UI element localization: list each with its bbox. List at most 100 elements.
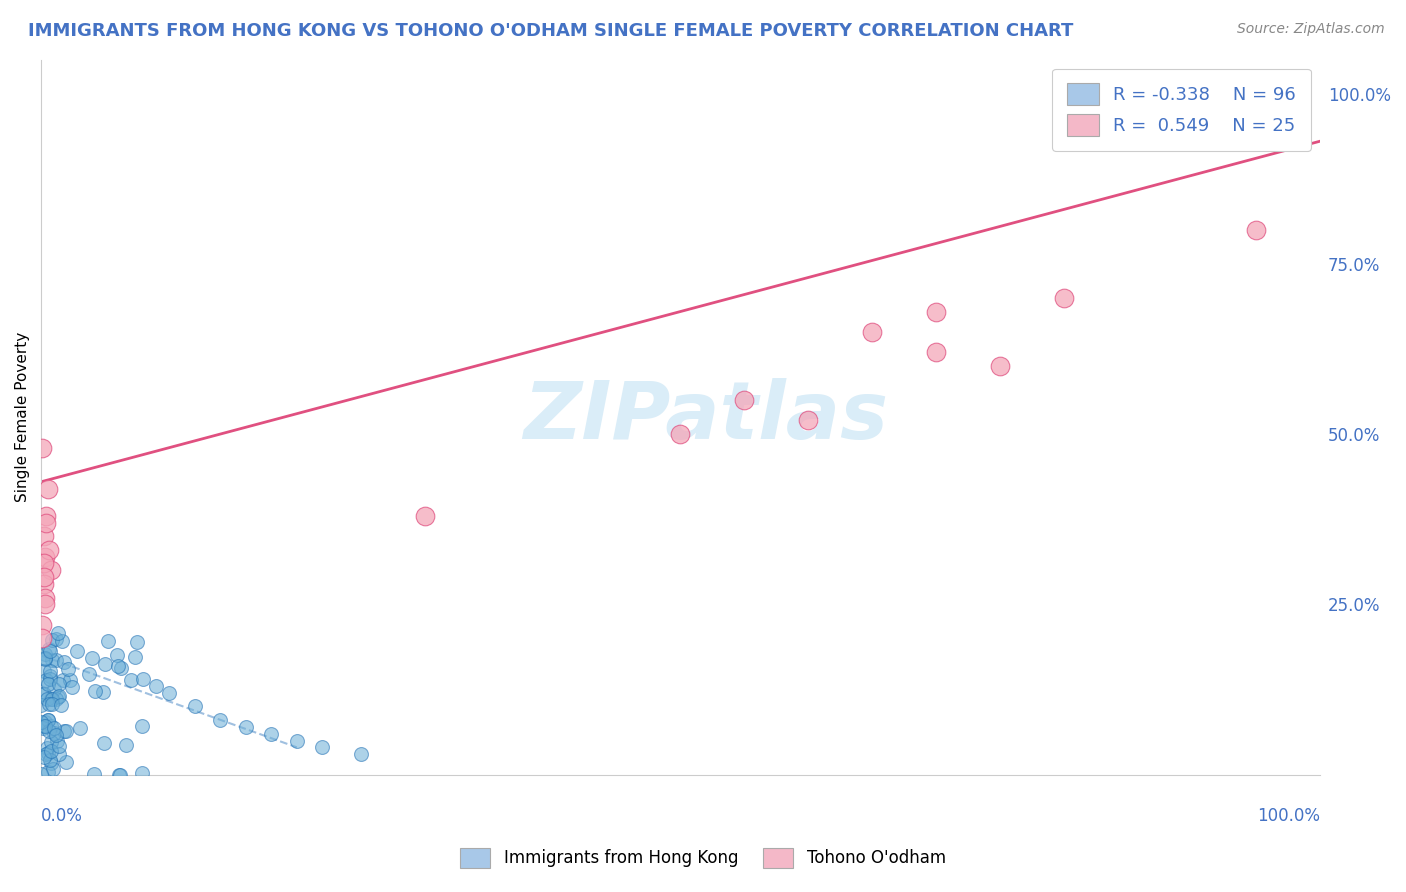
Text: 0.0%: 0.0% [41, 806, 83, 825]
Point [45, 632, 67, 646]
Point [45, 691, 67, 706]
Point [131, 766, 153, 780]
Point [34, 549, 56, 564]
Point [350, 747, 373, 761]
Point [52, 724, 75, 739]
Point [105, 648, 128, 662]
Point [31, 719, 53, 733]
Point [37, 765, 59, 780]
Point [669, 427, 692, 442]
Point [988, 359, 1011, 373]
Point [32, 721, 55, 735]
Point [39, 753, 62, 767]
Point [83, 767, 105, 781]
Text: 100.0%: 100.0% [1257, 806, 1320, 825]
Point [31, 617, 53, 632]
Point [39, 669, 62, 683]
Point [60, 680, 83, 694]
Point [38, 723, 60, 738]
Point [35, 516, 58, 530]
Point [69, 721, 91, 735]
Point [32, 529, 55, 543]
Text: Source: ZipAtlas.com: Source: ZipAtlas.com [1237, 22, 1385, 37]
Point [37, 482, 59, 496]
Point [110, 767, 132, 781]
Legend: R = -0.338    N = 96, R =  0.549    N = 25: R = -0.338 N = 96, R = 0.549 N = 25 [1052, 69, 1310, 151]
Point [34, 747, 56, 761]
Point [30, 715, 52, 730]
Point [51, 634, 73, 648]
Point [39, 644, 62, 658]
Point [797, 413, 820, 427]
Point [32, 577, 55, 591]
Point [183, 699, 205, 714]
Point [925, 345, 948, 359]
Point [34, 651, 56, 665]
Point [53, 655, 76, 669]
Point [37, 713, 59, 727]
Point [37, 677, 59, 691]
Point [34, 719, 56, 733]
Point [37, 746, 59, 760]
Point [83, 684, 105, 698]
Point [34, 598, 56, 612]
Point [131, 719, 153, 733]
Point [34, 673, 56, 687]
Point [39, 744, 62, 758]
Point [32, 570, 55, 584]
Point [31, 441, 53, 455]
Point [235, 720, 257, 734]
Point [39, 735, 62, 749]
Point [31, 687, 53, 701]
Point [48, 689, 70, 703]
Point [46, 690, 69, 704]
Point [93, 736, 115, 750]
Point [260, 727, 283, 741]
Point [42, 682, 65, 697]
Point [157, 686, 180, 700]
Point [34, 591, 56, 605]
Point [32, 557, 55, 571]
Point [125, 635, 148, 649]
Point [35, 692, 58, 706]
Point [34, 652, 56, 666]
Point [34, 647, 56, 661]
Point [41, 632, 63, 647]
Point [145, 679, 167, 693]
Point [45, 728, 67, 742]
Point [58, 662, 80, 676]
Point [44, 722, 66, 736]
Point [52, 673, 75, 688]
Point [1053, 291, 1076, 305]
Point [107, 658, 129, 673]
Point [413, 508, 436, 523]
Point [82, 651, 104, 665]
Point [31, 632, 53, 646]
Point [97, 634, 120, 648]
Point [42, 726, 65, 740]
Point [48, 677, 70, 691]
Point [42, 762, 65, 776]
Point [925, 304, 948, 318]
Point [39, 756, 62, 771]
Point [45, 734, 67, 748]
Point [115, 738, 138, 752]
Point [38, 641, 60, 656]
Point [77, 667, 100, 681]
Point [34, 714, 56, 729]
Point [860, 325, 883, 339]
Y-axis label: Single Female Poverty: Single Female Poverty [15, 332, 30, 502]
Point [30, 698, 52, 712]
Point [39, 672, 62, 686]
Point [55, 755, 77, 769]
Point [37, 714, 59, 728]
Point [733, 393, 755, 408]
Point [49, 698, 72, 713]
Point [110, 661, 132, 675]
Point [41, 692, 63, 706]
Point [1244, 223, 1267, 237]
Point [41, 563, 63, 577]
Point [48, 747, 70, 761]
Point [311, 740, 333, 755]
Point [66, 644, 89, 658]
